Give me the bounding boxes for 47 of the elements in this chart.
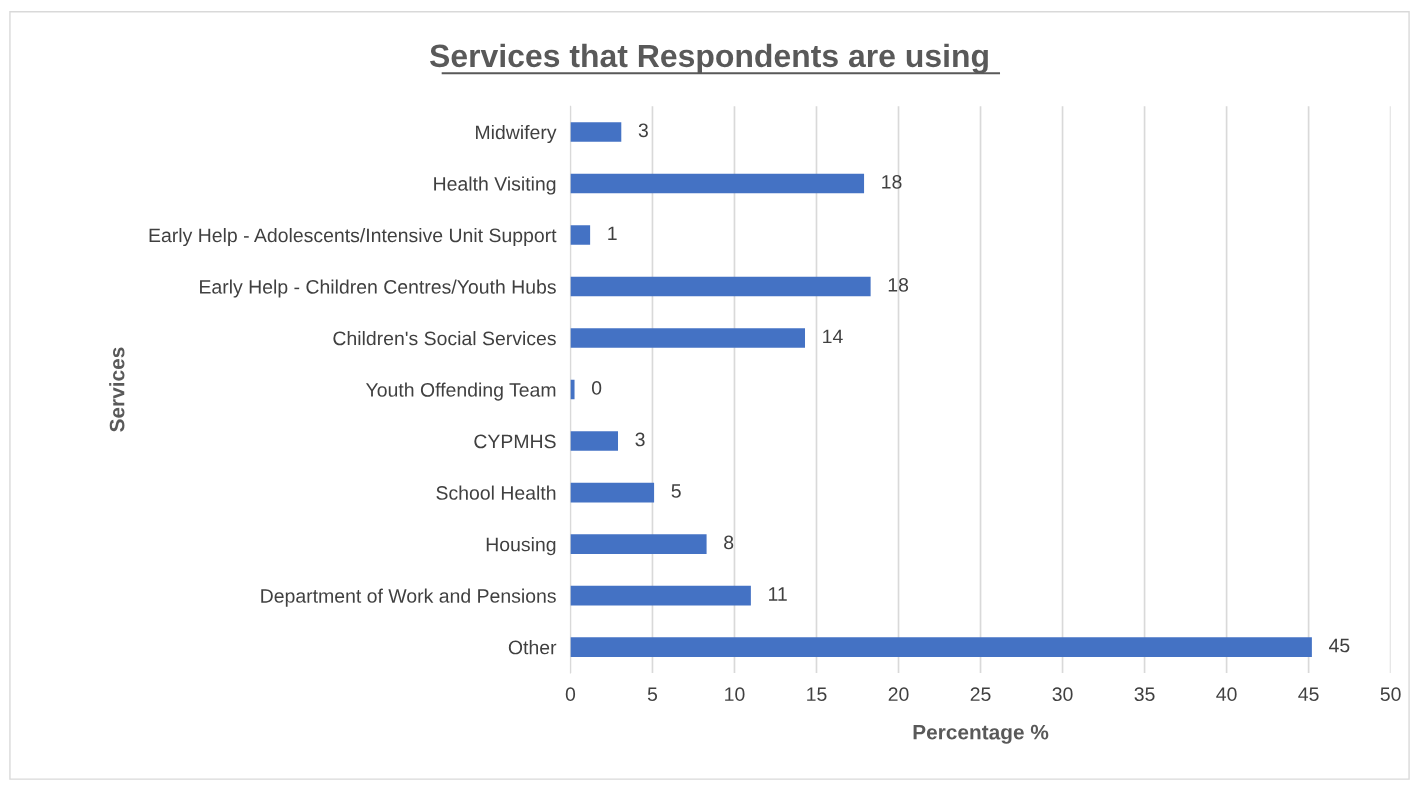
data-label: 1 xyxy=(608,226,617,241)
bar xyxy=(570,585,751,606)
bar xyxy=(570,276,871,297)
x-tick-label: 45 xyxy=(1298,687,1319,702)
y-tick-label: Early Help - Adolescents/Intensive Unit Support xyxy=(149,227,557,247)
y-tick-label: Health Visiting xyxy=(434,176,556,195)
y-tick-label: Other xyxy=(508,640,557,655)
data-label: 11 xyxy=(769,587,787,601)
data-label: 18 xyxy=(882,174,902,189)
bar xyxy=(570,534,707,554)
y-tick-label: Housing xyxy=(486,537,556,556)
y-tick-label: CYPMHS xyxy=(474,434,556,449)
bar xyxy=(570,225,591,245)
data-label: 0 xyxy=(591,381,602,395)
x-tick-label: 10 xyxy=(725,687,745,702)
bar xyxy=(570,328,806,348)
bar xyxy=(570,379,575,400)
y-tick-label: Youth Offending Team xyxy=(365,382,556,401)
y-tick-label: Midwifery xyxy=(476,124,557,144)
y-tick-label: Early Help - Children Centres/Youth Hubs xyxy=(200,279,556,298)
x-tick-label: 50 xyxy=(1380,687,1401,702)
bar xyxy=(570,122,622,142)
data-label: 3 xyxy=(638,123,648,138)
y-tick-label: School Health xyxy=(436,485,556,500)
data-label: 3 xyxy=(635,432,645,447)
bar xyxy=(570,431,619,451)
x-tick-label: 20 xyxy=(888,687,909,702)
x-tick-label: 25 xyxy=(970,687,991,702)
data-label: 14 xyxy=(823,329,843,344)
bar xyxy=(570,637,1312,657)
x-axis-title: Percentage % xyxy=(913,724,1049,744)
y-tick-label: Department of Work and Pensions xyxy=(261,588,556,607)
data-label: 5 xyxy=(671,484,681,498)
data-label: 45 xyxy=(1329,638,1350,653)
chart-title: Services that Respondents are using xyxy=(429,43,988,74)
bar xyxy=(570,173,865,194)
bar xyxy=(570,482,655,503)
x-tick-label: 40 xyxy=(1216,687,1237,702)
y-tick-label: Children's Social Services xyxy=(333,331,556,346)
data-label: 18 xyxy=(888,277,909,292)
x-tick-label: 5 xyxy=(647,687,658,702)
x-tick-label: 35 xyxy=(1134,687,1155,702)
x-tick-label: 0 xyxy=(565,687,576,702)
x-tick-label: 30 xyxy=(1052,687,1073,702)
data-label: 8 xyxy=(724,535,734,550)
y-axis-title: Services xyxy=(109,347,125,432)
x-tick-label: 15 xyxy=(807,687,827,702)
